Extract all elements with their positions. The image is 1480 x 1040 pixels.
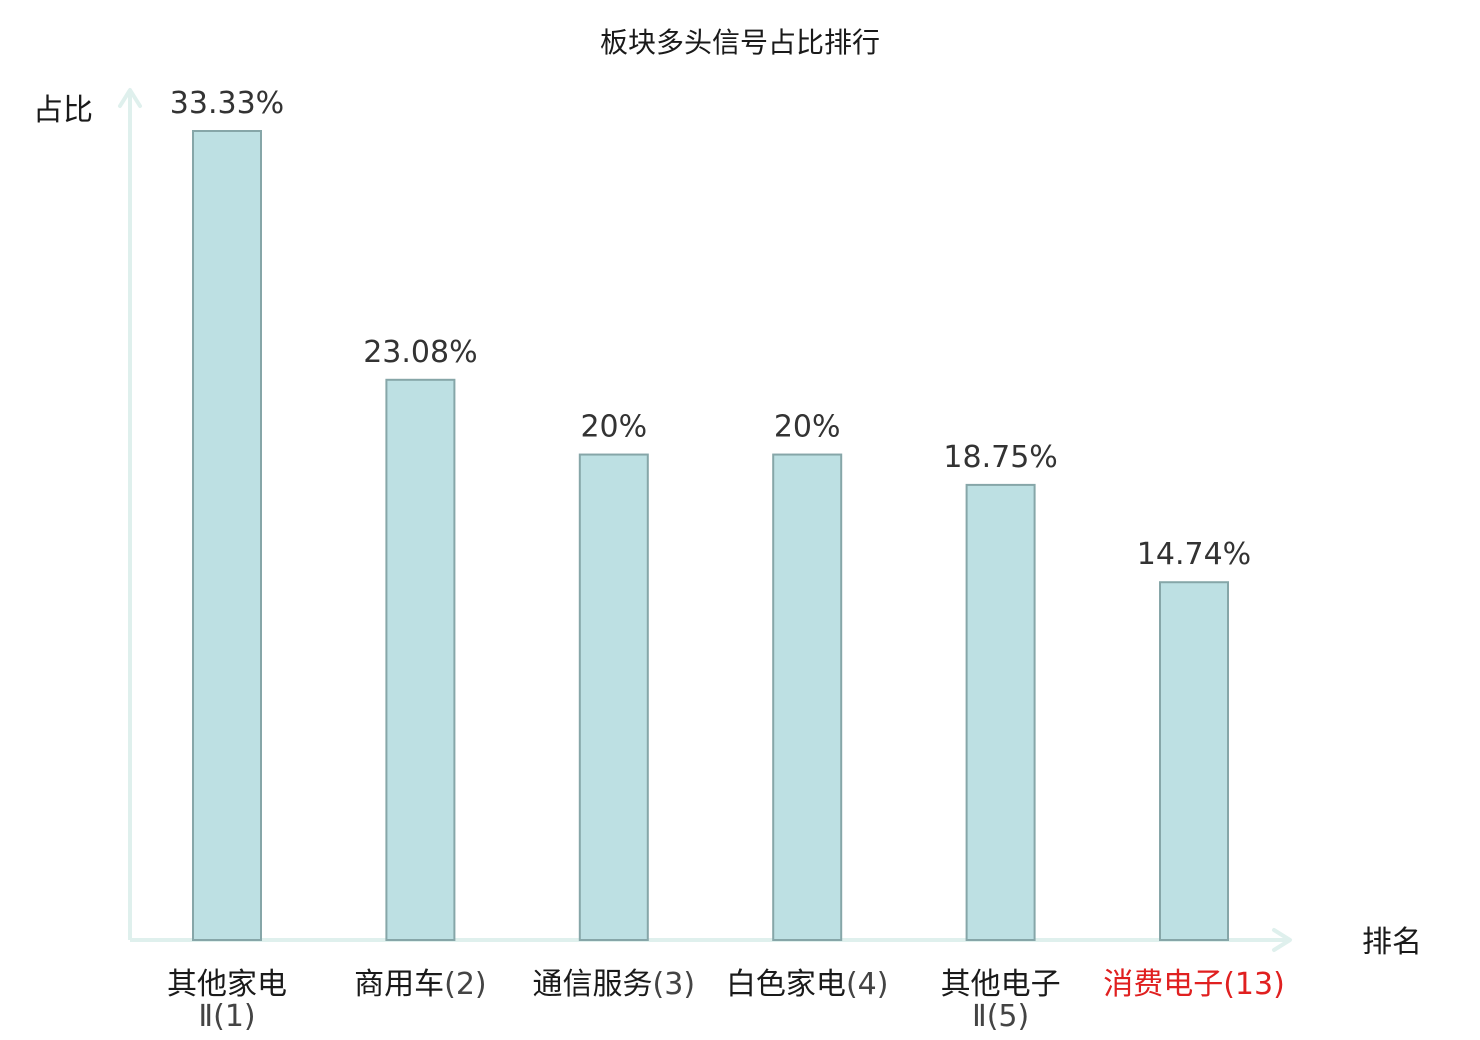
category-name: 通信服务: [533, 967, 653, 1002]
chart-title: 板块多头信号占比排行: [600, 26, 880, 59]
data-label: 14.74%: [1137, 537, 1251, 572]
x-axis-label: 排名: [1362, 925, 1422, 960]
data-label: 18.75%: [943, 440, 1057, 475]
y-axis-arrow: [118, 88, 142, 108]
category-rank-label: Ⅱ(1): [198, 999, 255, 1034]
axes: [118, 88, 1292, 952]
category-rank: (2): [444, 967, 487, 1002]
x-axis-arrow: [1272, 928, 1292, 952]
data-label: 20%: [580, 410, 647, 445]
category-label: 消费电子(13): [1103, 967, 1285, 1002]
data-label: 23.08%: [363, 335, 477, 370]
bars-group: [192, 130, 1229, 942]
category-rank: (4): [846, 967, 889, 1002]
category-rank-label: Ⅱ(5): [972, 999, 1029, 1034]
category-name: 商用车: [354, 967, 444, 1002]
category-name: 白色家电: [726, 967, 846, 1002]
bar: [772, 453, 843, 941]
data-label: 20%: [774, 410, 841, 445]
bar: [385, 378, 456, 942]
value-labels-group: 33.33% 23.08% 20% 20% 18.75% 14.74%: [170, 86, 1251, 572]
category-label: 其他电子: [941, 967, 1061, 1002]
category-rank: (3): [653, 967, 696, 1002]
bar: [578, 453, 649, 941]
category-label: 白色家电(4): [726, 967, 889, 1002]
category-label: 通信服务(3): [533, 967, 696, 1002]
category-label: 其他家电: [167, 967, 287, 1002]
bar: [1159, 581, 1229, 941]
bar: [965, 483, 1036, 941]
data-label: 33.33%: [170, 86, 284, 121]
category-label: 商用车(2): [354, 967, 487, 1002]
category-name: 消费电子: [1103, 967, 1223, 1002]
category-rank: (13): [1223, 967, 1285, 1002]
bar: [192, 130, 262, 941]
y-axis-label: 占比: [33, 93, 93, 128]
